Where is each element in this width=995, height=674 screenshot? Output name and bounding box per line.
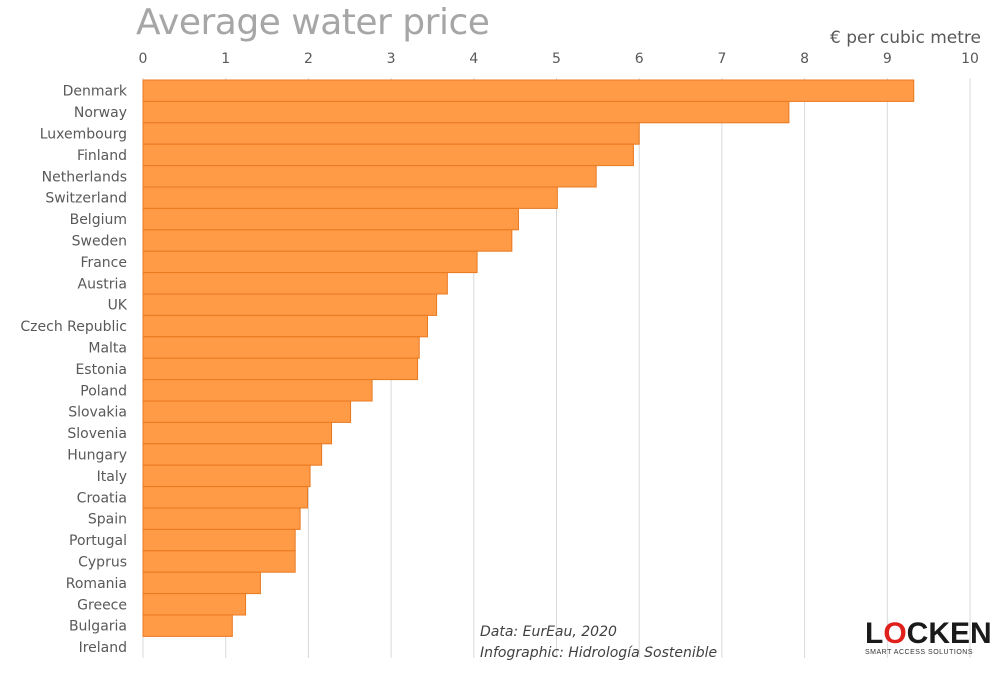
x-tick-label: 9 — [883, 51, 892, 67]
category-labels: Denmark Norway Luxembourg Finland Netherland… — [20, 84, 127, 656]
category-label: Norway — [74, 105, 127, 121]
infographic-credit: Infographic: Hidrología Sostenible — [480, 645, 718, 661]
category-label: Belgium — [70, 212, 127, 228]
category-label: UK — [108, 298, 128, 314]
x-tick-label: 3 — [387, 51, 396, 67]
x-tick-label: 10 — [961, 51, 979, 67]
bars — [142, 79, 915, 637]
category-label: Cyprus — [78, 555, 127, 571]
category-label: Austria — [78, 276, 127, 292]
logo-o-mark: O — [883, 617, 907, 650]
bar-cyprus — [142, 550, 296, 573]
logo-tagline: SMART ACCESS SOLUTIONS — [865, 649, 973, 656]
bar-estonia — [142, 357, 419, 381]
x-tick-label: 6 — [635, 51, 644, 67]
bar-slovakia — [142, 400, 352, 423]
bar-bulgaria — [142, 614, 233, 637]
bar-croatia — [142, 486, 309, 509]
category-label: Ireland — [79, 640, 127, 656]
data-source-credit: Data: EurEau, 2020 — [480, 624, 617, 640]
category-label: Estonia — [75, 362, 127, 378]
category-label: Slovenia — [67, 426, 127, 442]
bar-austria — [142, 272, 448, 295]
locken-logo: LOCKEN SMART ACCESS SOLUTIONS — [865, 617, 992, 657]
bar-luxembourg — [142, 122, 640, 145]
category-label: Greece — [77, 597, 127, 613]
bar-norway — [142, 100, 790, 124]
x-tick-label: 5 — [552, 51, 561, 67]
category-label: Switzerland — [45, 191, 127, 207]
bar-uk — [142, 293, 438, 316]
bar-finland — [142, 143, 634, 167]
x-tick-label: 0 — [139, 51, 148, 67]
bar-portugal — [142, 528, 296, 552]
category-label: Croatia — [77, 490, 127, 506]
category-label: Slovakia — [68, 405, 127, 421]
bar-spain — [142, 507, 301, 530]
x-tick-label: 7 — [717, 51, 726, 67]
category-label: Romania — [66, 576, 127, 592]
x-tick-label: 1 — [221, 51, 230, 67]
category-label: Luxembourg — [40, 127, 127, 143]
x-tick-label: 8 — [800, 51, 809, 67]
bar-netherlands — [142, 165, 597, 188]
category-label: Hungary — [67, 448, 127, 464]
bar-switzerland — [142, 186, 558, 209]
category-label: Portugal — [69, 533, 127, 549]
category-label: Sweden — [72, 234, 127, 250]
x-tick-label: 4 — [469, 51, 478, 67]
bar-slovenia — [142, 421, 333, 445]
bar-romania — [142, 571, 261, 595]
category-label: Finland — [77, 148, 127, 164]
credits: Data: EurEau, 2020 Infographic: Hidrolog… — [480, 622, 717, 664]
category-label: Italy — [97, 469, 127, 485]
bar-france — [142, 250, 478, 274]
bar-malta — [142, 336, 420, 359]
chart-title: Average water price — [136, 2, 490, 43]
x-tick-label: 2 — [304, 51, 313, 67]
bar-italy — [142, 464, 311, 488]
category-label: Netherlands — [42, 169, 127, 185]
bar-poland — [142, 379, 373, 402]
category-label: Poland — [80, 383, 127, 399]
bar-czech-republic — [142, 314, 428, 338]
category-label: Malta — [88, 341, 127, 357]
x-axis-unit-label: € per cubic metre — [829, 28, 981, 48]
bar-hungary — [142, 443, 323, 466]
category-label: Denmark — [63, 84, 128, 100]
logo-wordmark: LOCKEN — [865, 617, 992, 650]
category-label: France — [80, 255, 127, 271]
category-label: Bulgaria — [69, 619, 127, 635]
x-axis-ticks: 0 1 2 3 4 5 6 7 8 9 10 — [139, 51, 979, 67]
category-label: Czech Republic — [20, 319, 127, 335]
bar-belgium — [142, 207, 519, 231]
bar-denmark — [142, 79, 915, 102]
category-label: Spain — [88, 512, 127, 528]
bar-greece — [142, 593, 247, 616]
bar-sweden — [142, 229, 513, 252]
